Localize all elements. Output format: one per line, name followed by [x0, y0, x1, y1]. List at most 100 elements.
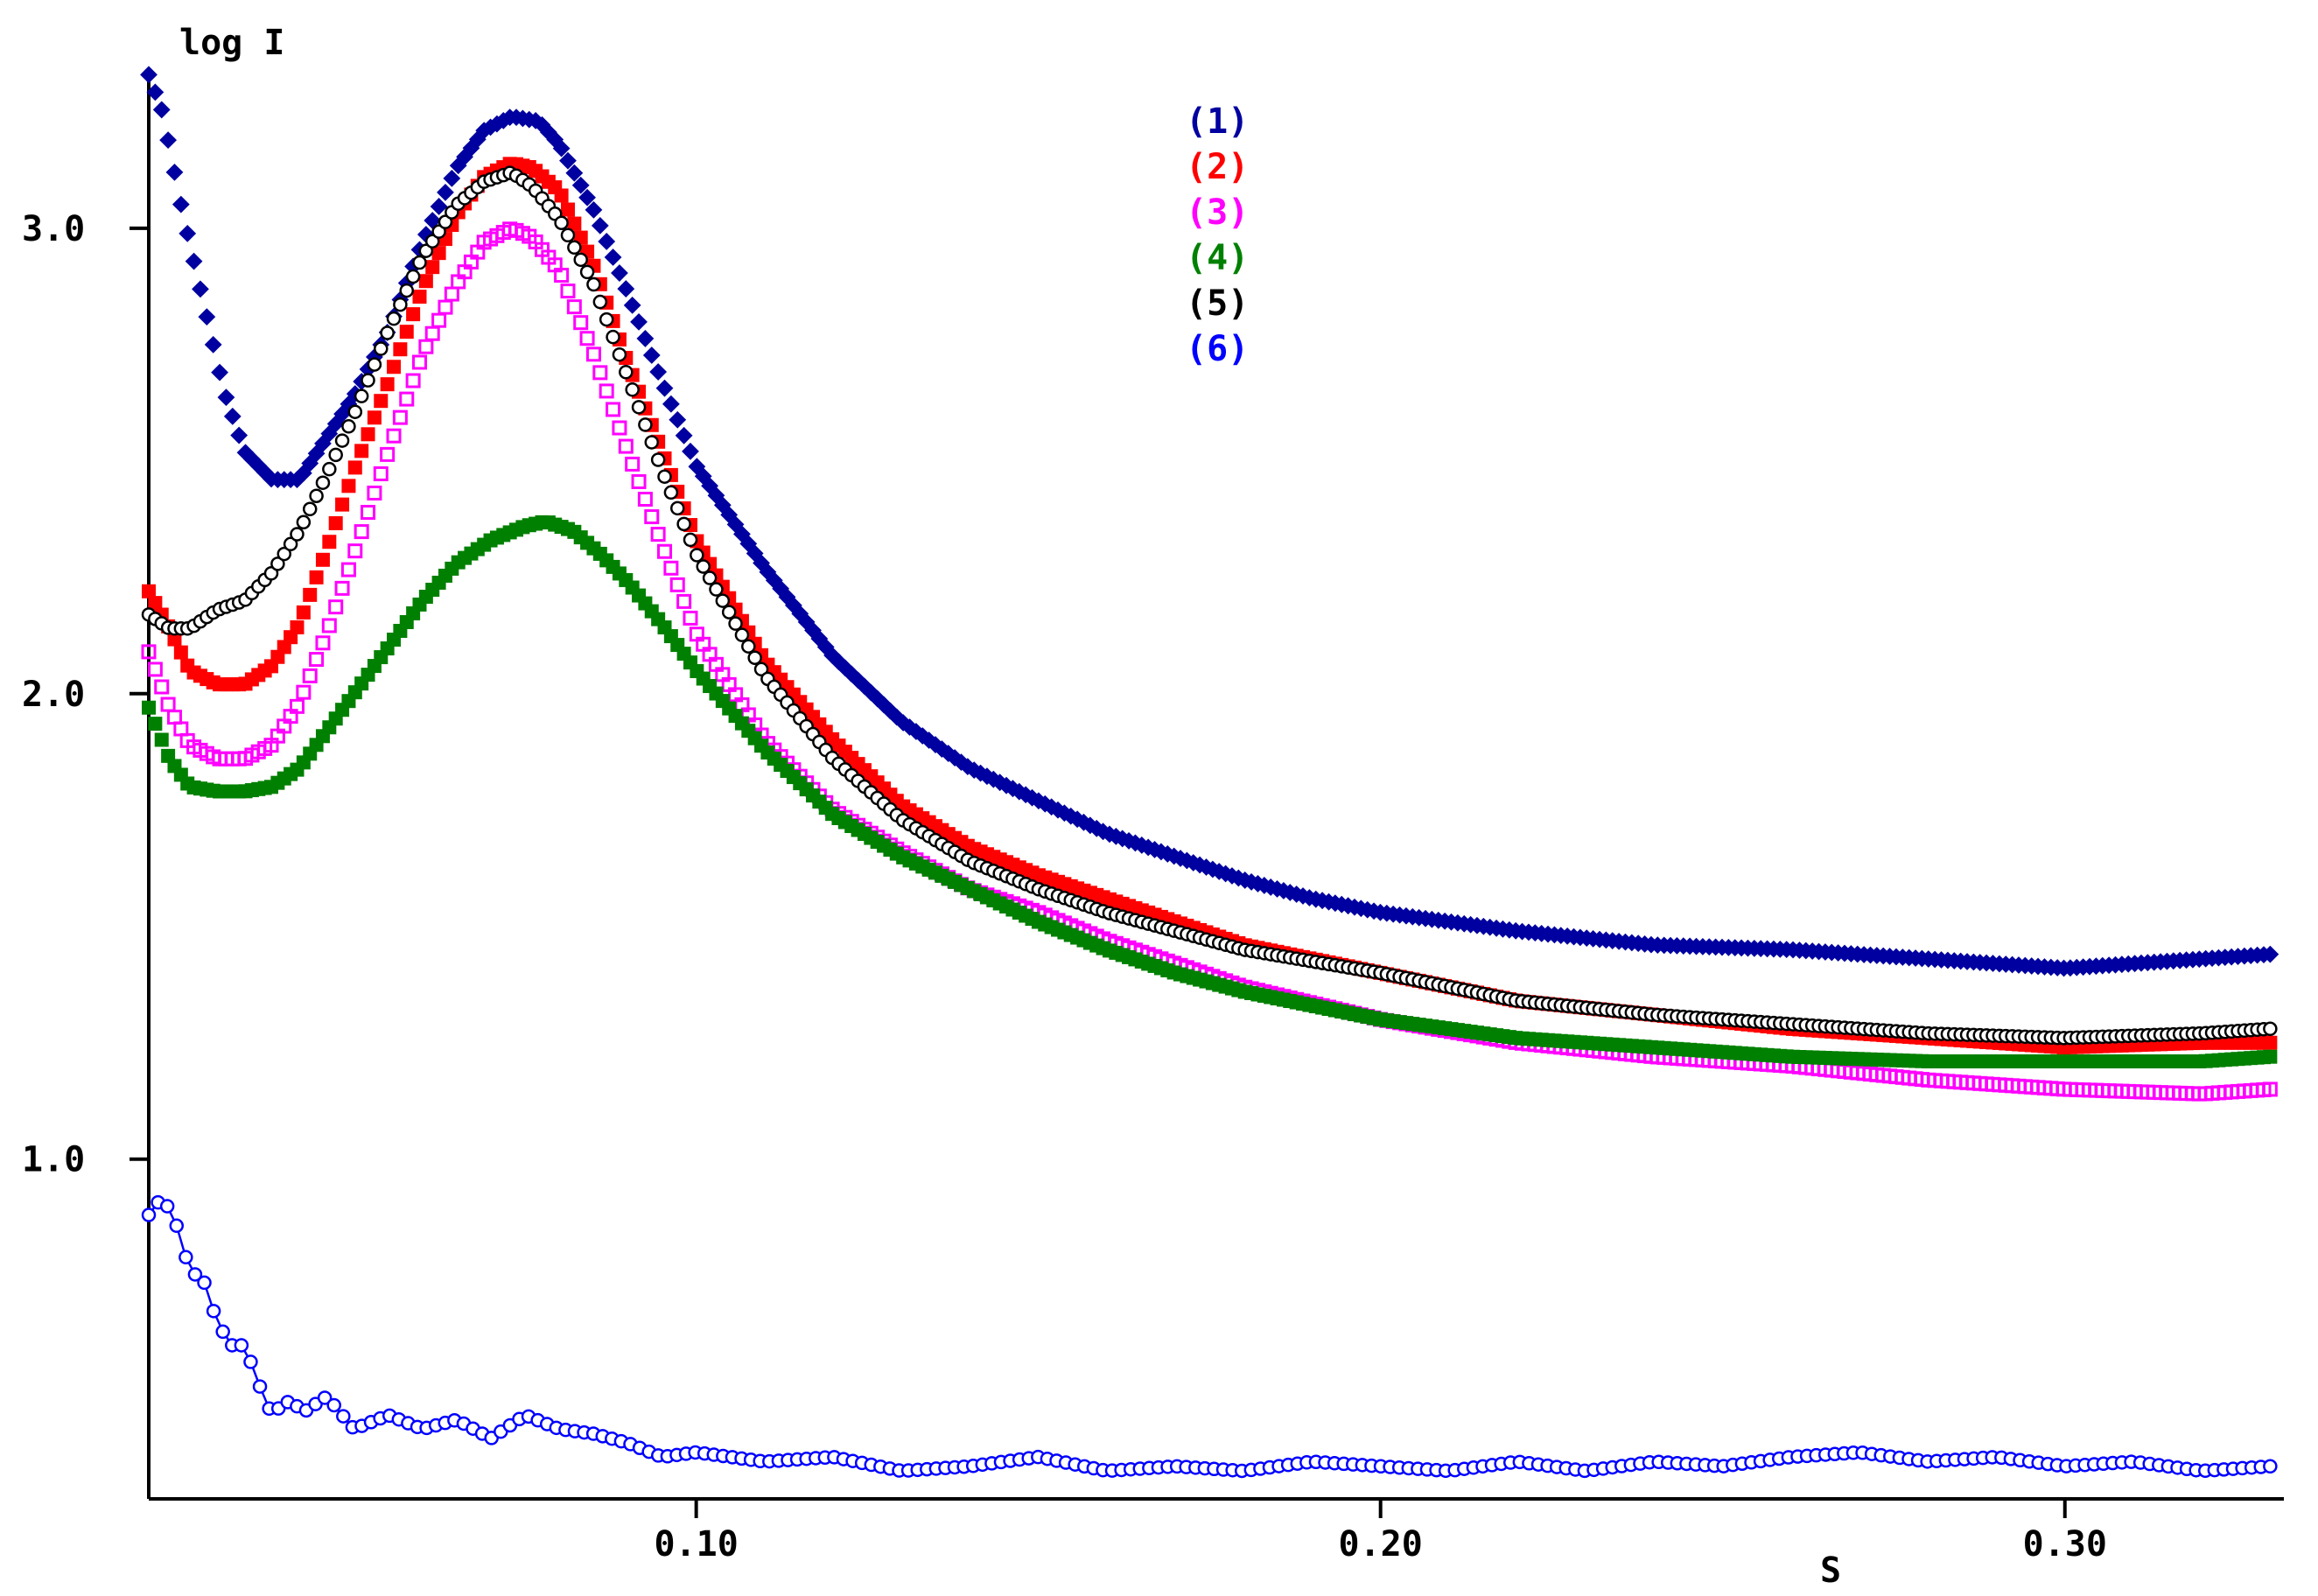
- data-point: [146, 83, 165, 102]
- data-point: [380, 377, 395, 392]
- data-point: [443, 169, 461, 187]
- legend-entry-1: (1): [1186, 102, 1249, 142]
- series-layer: [140, 66, 2279, 1479]
- data-point: [148, 596, 163, 611]
- series-1: [140, 66, 2279, 977]
- series-5: [141, 165, 2278, 1046]
- data-point: [431, 246, 446, 261]
- data-point: [418, 243, 434, 258]
- axes: [147, 70, 2284, 1501]
- data-point: [2263, 1035, 2278, 1050]
- data-point: [638, 417, 653, 432]
- data-point: [606, 329, 620, 345]
- data-point: [387, 360, 402, 374]
- data-point: [690, 548, 704, 563]
- data-point: [386, 428, 402, 444]
- data-point: [309, 652, 325, 668]
- data-point: [263, 566, 279, 581]
- data-point: [406, 307, 421, 322]
- data-point: [197, 1275, 212, 1291]
- data-point: [169, 1218, 185, 1234]
- data-point: [683, 610, 698, 626]
- data-point: [152, 101, 171, 119]
- data-point: [444, 286, 459, 302]
- series-6: [141, 1194, 2278, 1479]
- data-point: [644, 509, 660, 525]
- data-point: [418, 274, 433, 289]
- legend: (1) (2) (3) (4) (5) (6): [1186, 102, 1249, 369]
- data-point: [334, 580, 350, 596]
- data-point: [655, 379, 674, 397]
- data-point: [682, 442, 699, 460]
- data-point: [167, 632, 182, 647]
- data-point: [289, 698, 305, 714]
- data-point: [2263, 1021, 2278, 1037]
- data-point: [399, 391, 415, 407]
- data-point: [560, 228, 576, 243]
- data-point: [631, 400, 647, 415]
- data-point: [290, 620, 305, 634]
- data-point: [592, 294, 608, 310]
- data-point: [354, 388, 369, 403]
- data-point: [715, 593, 731, 608]
- x-axis-label: S: [1820, 1550, 1841, 1591]
- data-point: [405, 269, 421, 284]
- data-point: [283, 536, 298, 552]
- series-4: [142, 514, 2278, 1068]
- legend-entry-4: (4): [1186, 238, 1249, 278]
- data-point: [618, 438, 634, 454]
- data-point: [657, 469, 672, 484]
- data-point: [341, 419, 356, 434]
- data-point: [591, 217, 609, 234]
- data-point: [585, 346, 601, 362]
- y-tick-label: 1.0: [22, 1140, 85, 1180]
- data-point: [322, 461, 337, 477]
- data-point: [326, 1397, 341, 1413]
- data-point: [721, 605, 737, 620]
- data-point: [675, 426, 693, 444]
- data-point: [728, 616, 743, 631]
- data-point: [290, 527, 305, 542]
- legend-entry-6: (6): [1186, 329, 1249, 369]
- data-point: [630, 312, 648, 331]
- data-point: [206, 1304, 221, 1319]
- data-point: [148, 717, 163, 732]
- data-point: [380, 446, 396, 462]
- data-point: [606, 402, 621, 417]
- data-point: [418, 339, 434, 354]
- ticks: 1.0 2.0 3.0 0.10 0.20 0.30: [22, 209, 2107, 1564]
- data-point: [230, 426, 249, 444]
- data-point: [554, 188, 569, 203]
- data-point: [567, 216, 582, 231]
- data-point: [631, 473, 647, 489]
- data-point: [560, 202, 575, 217]
- data-point: [234, 1338, 249, 1353]
- data-point: [215, 1324, 230, 1340]
- data-point: [347, 543, 363, 559]
- data-point: [309, 488, 324, 503]
- legend-entry-2: (2): [1186, 147, 1249, 187]
- data-point: [623, 296, 641, 314]
- data-point: [554, 268, 570, 284]
- data-point: [604, 248, 622, 266]
- data-point: [599, 312, 614, 327]
- data-point: [734, 627, 750, 642]
- data-point: [154, 679, 170, 695]
- data-point: [217, 388, 235, 407]
- data-point: [625, 456, 641, 472]
- data-point: [625, 382, 640, 397]
- data-point: [663, 560, 679, 576]
- data-point: [2261, 945, 2279, 963]
- data-point: [386, 311, 402, 326]
- data-point: [159, 131, 178, 150]
- data-point: [165, 163, 184, 181]
- data-point: [741, 639, 756, 654]
- data-point: [676, 516, 691, 532]
- data-point: [669, 577, 685, 592]
- data-point: [374, 394, 389, 409]
- data-point: [317, 1390, 333, 1405]
- data-point: [579, 264, 595, 280]
- data-point: [566, 299, 582, 315]
- data-point: [347, 460, 362, 475]
- data-point: [223, 407, 242, 425]
